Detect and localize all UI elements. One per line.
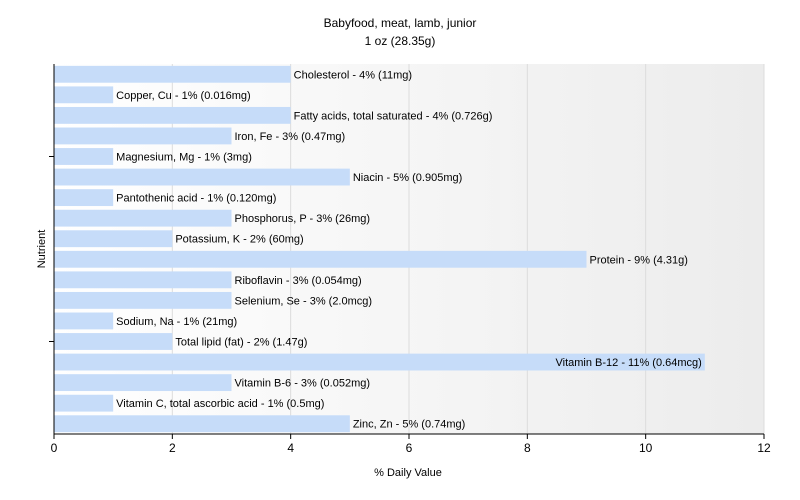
bar	[54, 291, 232, 309]
bar	[54, 148, 114, 165]
bar-label: Vitamin B-6 - 3% (0.052mg)	[235, 378, 371, 390]
bar	[54, 127, 232, 145]
bar	[54, 230, 173, 248]
bar	[54, 333, 173, 350]
bar-label: Magnesium, Mg - 1% (3mg)	[116, 152, 252, 164]
bar-label: Selenium, Se - 3% (2.0mcg)	[235, 295, 373, 307]
bar	[54, 271, 232, 289]
y-axis-title: Nutrient	[36, 230, 48, 269]
x-tick-label: 12	[757, 441, 771, 455]
gridlines	[171, 64, 765, 434]
bar	[54, 374, 232, 392]
bar-label: Zinc, Zn - 5% (0.74mg)	[353, 419, 465, 431]
axes: 0 2 4 6 8 10 12	[49, 64, 771, 455]
x-tick-label: 8	[524, 441, 531, 455]
bar-label: Fatty acids, total saturated - 4% (0.726…	[294, 110, 493, 122]
bar-label: Pantothenic acid - 1% (0.120mg)	[116, 193, 276, 205]
x-axis-title: % Daily Value	[374, 467, 442, 479]
bar	[54, 106, 291, 124]
bar	[54, 353, 705, 371]
bar	[54, 86, 114, 104]
bars: Cholesterol - 4% (11mg) Copper, Cu - 1% (…	[54, 65, 705, 433]
bar-label: Potassium, K - 2% (60mg)	[175, 234, 303, 246]
bar-label: Vitamin B-12 - 11% (0.64mcg)	[556, 357, 702, 369]
bar-label: Sodium, Na - 1% (21mg)	[116, 316, 237, 328]
bar	[54, 168, 350, 186]
bar	[54, 209, 232, 227]
bar-label: Riboflavin - 3% (0.054mg)	[235, 275, 362, 287]
bar-label: Niacin - 5% (0.905mg)	[353, 172, 462, 184]
x-tick-label: 4	[287, 441, 294, 455]
bar	[54, 189, 114, 207]
bar	[54, 415, 350, 433]
bar	[54, 394, 114, 412]
bar-label: Phosphorus, P - 3% (26mg)	[235, 213, 371, 225]
bar-label: Protein - 9% (4.31g)	[590, 254, 688, 266]
bar-label: Copper, Cu - 1% (0.016mg)	[116, 90, 251, 102]
x-tick-label: 0	[51, 441, 58, 455]
x-tick-label: 10	[639, 441, 653, 455]
bar-label: Vitamin C, total ascorbic acid - 1% (0.5…	[116, 398, 324, 410]
x-tick-label: 6	[406, 441, 413, 455]
x-tick-label: 2	[169, 441, 176, 455]
bar	[54, 250, 587, 268]
bar-label: Total lipid (fat) - 2% (1.47g)	[175, 337, 307, 349]
bar	[54, 312, 114, 330]
chart-subtitle: 1 oz (28.35g)	[365, 34, 436, 48]
bar-label: Iron, Fe - 3% (0.47mg)	[235, 131, 346, 143]
bar	[54, 65, 291, 83]
bar-label: Cholesterol - 4% (11mg)	[294, 69, 412, 81]
chart-title: Babyfood, meat, lamb, junior	[324, 16, 477, 30]
